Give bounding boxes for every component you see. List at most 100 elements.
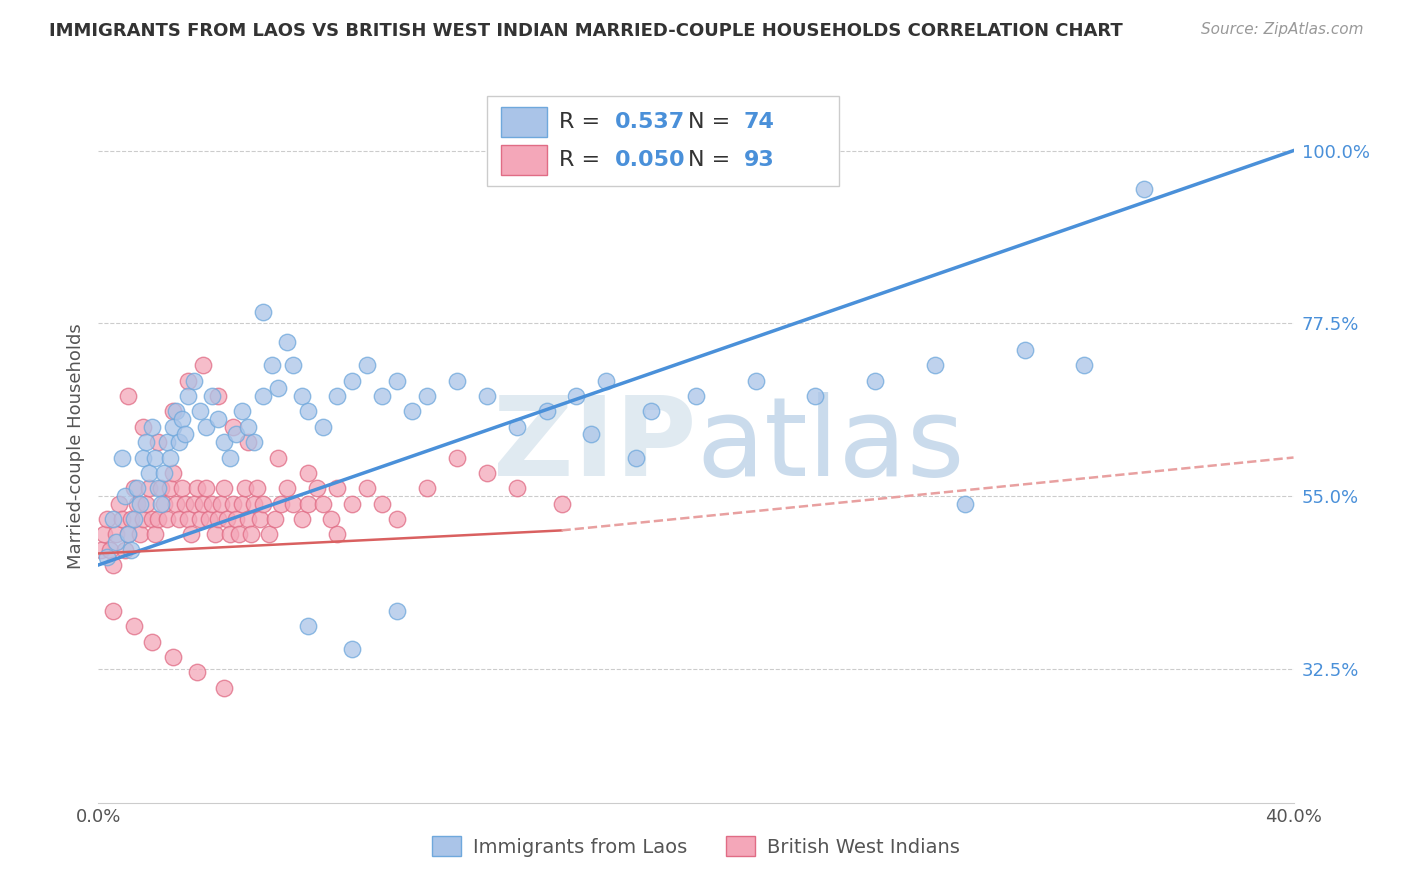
Point xyxy=(385,374,409,388)
Point xyxy=(141,634,163,648)
Point xyxy=(120,512,142,526)
Point xyxy=(342,497,364,511)
Point xyxy=(745,374,768,388)
Point xyxy=(212,681,235,695)
Point xyxy=(252,389,274,403)
Text: 0.050: 0.050 xyxy=(614,150,685,169)
Point xyxy=(291,512,314,526)
Point xyxy=(156,512,179,526)
Point xyxy=(215,512,238,526)
Point xyxy=(117,389,139,403)
Point xyxy=(212,481,235,495)
Point xyxy=(236,419,259,434)
Point xyxy=(311,419,333,434)
Point xyxy=(231,497,253,511)
Point xyxy=(550,497,572,511)
Point xyxy=(1133,182,1156,196)
Point xyxy=(446,450,468,465)
Point xyxy=(595,374,617,388)
Text: N =: N = xyxy=(688,112,737,132)
Point xyxy=(249,512,271,526)
Point xyxy=(311,497,333,511)
Point xyxy=(260,359,283,373)
Point xyxy=(475,466,498,480)
Point xyxy=(188,404,211,418)
Text: ZIP: ZIP xyxy=(492,392,696,500)
Point xyxy=(225,512,247,526)
Point xyxy=(183,497,205,511)
Point xyxy=(165,404,187,418)
Point xyxy=(195,419,218,434)
Point xyxy=(198,512,221,526)
Point xyxy=(141,419,163,434)
Point xyxy=(212,435,235,450)
Point xyxy=(120,542,142,557)
Point xyxy=(117,527,139,541)
Point xyxy=(162,466,184,480)
Point xyxy=(297,497,319,511)
Point xyxy=(371,497,394,511)
Point xyxy=(186,481,208,495)
Point xyxy=(103,558,125,572)
Y-axis label: Married-couple Households: Married-couple Households xyxy=(66,323,84,569)
Point xyxy=(103,512,125,526)
Point xyxy=(132,450,155,465)
Point xyxy=(148,435,170,450)
Point xyxy=(326,389,349,403)
Point xyxy=(135,497,157,511)
Point xyxy=(180,527,202,541)
Point xyxy=(565,389,588,403)
Point xyxy=(138,466,160,480)
Point xyxy=(156,435,179,450)
Point xyxy=(124,619,146,633)
Point xyxy=(276,481,298,495)
Point xyxy=(132,419,155,434)
Point xyxy=(162,650,184,665)
Point xyxy=(174,427,197,442)
Point xyxy=(371,389,394,403)
Point xyxy=(276,335,298,350)
Point xyxy=(188,512,211,526)
Point xyxy=(267,450,290,465)
Point xyxy=(219,527,242,541)
Point xyxy=(172,412,194,426)
Point xyxy=(865,374,887,388)
Point xyxy=(183,374,205,388)
Point xyxy=(356,359,378,373)
Point xyxy=(281,497,304,511)
Point xyxy=(177,389,200,403)
Point xyxy=(236,512,259,526)
FancyBboxPatch shape xyxy=(501,107,547,137)
Point xyxy=(138,481,160,495)
Point xyxy=(239,527,262,541)
Point xyxy=(162,404,184,418)
Point xyxy=(297,619,319,633)
Point xyxy=(167,435,190,450)
Text: R =: R = xyxy=(558,150,607,169)
Point xyxy=(148,512,170,526)
Point xyxy=(326,527,349,541)
Point xyxy=(536,404,558,418)
Point xyxy=(167,512,190,526)
Point xyxy=(342,642,364,657)
Point xyxy=(159,450,181,465)
Point xyxy=(263,512,285,526)
Point xyxy=(291,389,314,403)
Point xyxy=(141,512,163,526)
Point xyxy=(132,512,155,526)
Point xyxy=(129,527,152,541)
Point xyxy=(135,435,157,450)
Point xyxy=(143,450,166,465)
Point xyxy=(219,450,242,465)
Point xyxy=(1073,359,1095,373)
FancyBboxPatch shape xyxy=(501,145,547,175)
Point xyxy=(326,481,349,495)
Point xyxy=(236,435,259,450)
Point xyxy=(207,512,229,526)
Point xyxy=(321,512,343,526)
Point xyxy=(103,604,125,618)
Point xyxy=(626,450,648,465)
Point xyxy=(143,527,166,541)
Point xyxy=(93,527,115,541)
Point xyxy=(96,550,118,565)
